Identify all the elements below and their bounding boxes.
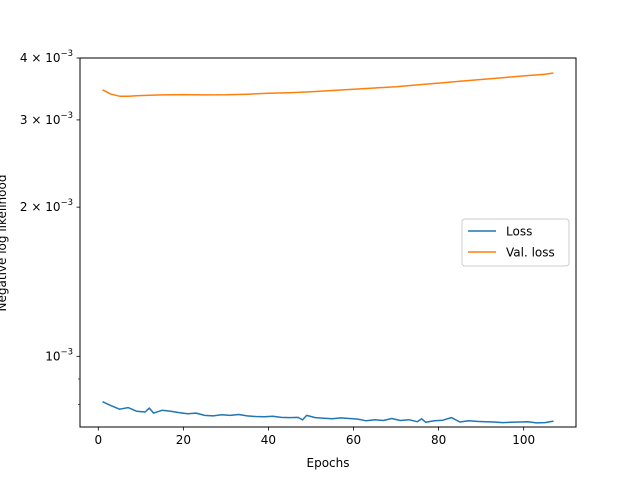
- x-tick-label: 60: [346, 433, 361, 447]
- y-axis-label: Negative log likelihood: [0, 175, 9, 312]
- x-tick-label: 40: [261, 433, 276, 447]
- y-axis: 10−3 2 × 10−3 3 × 10−3 4 × 10−3: [20, 49, 80, 405]
- x-axis-label: Epochs: [307, 456, 350, 470]
- y-tick-label: 3 × 10−3: [20, 111, 73, 127]
- y-tick-label: 4 × 10−3: [20, 49, 73, 65]
- x-tick-label: 20: [176, 433, 191, 447]
- legend-label-loss: Loss: [506, 225, 532, 239]
- y-tick-label: 10−3: [45, 347, 73, 363]
- x-tick-label: 80: [431, 433, 446, 447]
- series-lines: [102, 72, 554, 424]
- x-axis: 0 20 40 60 80 100: [94, 427, 535, 447]
- y-tick-label: 2 × 10−3: [20, 198, 73, 214]
- series-line-val-loss: [102, 72, 554, 98]
- x-tick-label: 0: [94, 433, 102, 447]
- legend-label-val-loss: Val. loss: [506, 246, 555, 260]
- series-line-loss: [102, 401, 554, 424]
- x-tick-label: 100: [512, 433, 535, 447]
- legend: Loss Val. loss: [461, 218, 570, 267]
- plot-frame: [79, 57, 577, 428]
